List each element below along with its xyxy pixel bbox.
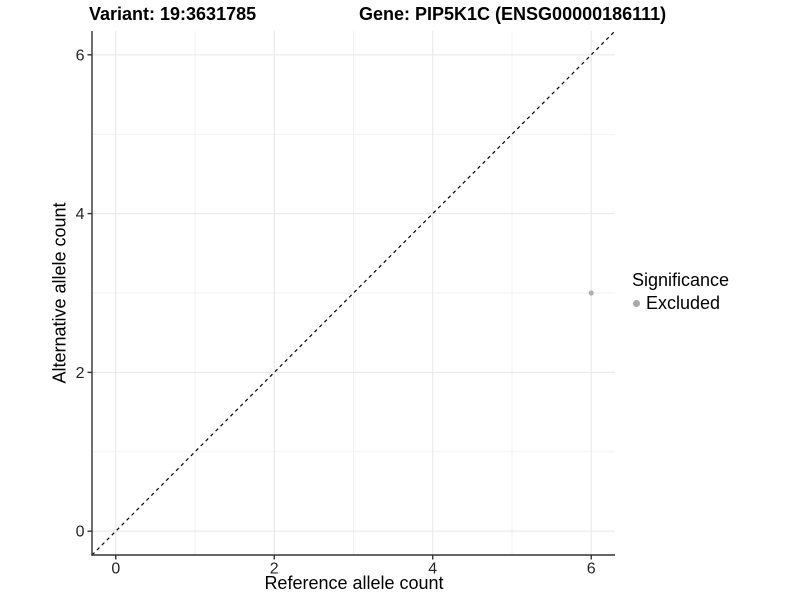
legend-title: Significance [632,270,730,290]
legend-point-icon [633,300,640,307]
x-tick-label: 0 [111,561,120,578]
identity-line [91,30,616,556]
plot-title-gene: Gene: PIP5K1C (ENSG00000186111) [359,4,667,24]
data-point [588,290,594,296]
y-tick-label: 2 [76,365,85,382]
x-tick-label: 6 [587,561,596,578]
y-tick-label: 0 [76,524,85,541]
legend-item-excluded: Excluded [632,293,729,314]
legend-item-label: Excluded [646,293,721,313]
x-tick-label: 2 [270,561,279,578]
plot-title-variant: Variant: 19:3631785 [89,4,257,24]
x-tick-label: 4 [428,561,437,578]
legend: Significance Excluded [632,270,729,314]
y-tick-label: 4 [76,206,85,223]
y-tick-label: 6 [76,47,85,64]
y-axis-label: Alternative allele count [49,202,70,384]
x-axis-label: Reference allele count [264,573,444,593]
